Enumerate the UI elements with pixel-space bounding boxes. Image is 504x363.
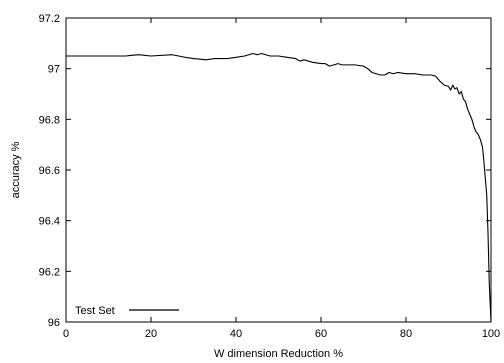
- x-axis-title: W dimension Reduction %: [214, 348, 343, 360]
- y-tick-label: 96: [48, 317, 60, 329]
- y-tick-label: 96.4: [39, 216, 60, 228]
- x-tick-label: 80: [400, 328, 412, 340]
- x-tick-label: 0: [63, 328, 69, 340]
- y-axis-ticks: 96 96.2 96.4 96.6 96.8 97 97.2: [39, 13, 491, 329]
- legend-label-test-set: Test Set: [75, 305, 115, 317]
- y-tick-label: 96.8: [39, 114, 60, 126]
- y-axis-title: accuracy %: [10, 141, 22, 198]
- series-layer: [66, 52, 492, 323]
- y-tick-label: 97.2: [39, 13, 60, 25]
- series-line-test-set: [66, 52, 492, 323]
- x-axis-ticks: 0 20 40 60 80 100: [63, 18, 500, 340]
- x-tick-label: 40: [230, 328, 242, 340]
- legend: Test Set: [75, 305, 179, 317]
- x-tick-label: 100: [482, 328, 500, 340]
- y-tick-label: 97: [48, 64, 60, 76]
- y-tick-label: 96.6: [39, 165, 60, 177]
- x-tick-label: 20: [145, 328, 157, 340]
- x-tick-label: 60: [315, 328, 327, 340]
- y-tick-label: 96.2: [39, 266, 60, 278]
